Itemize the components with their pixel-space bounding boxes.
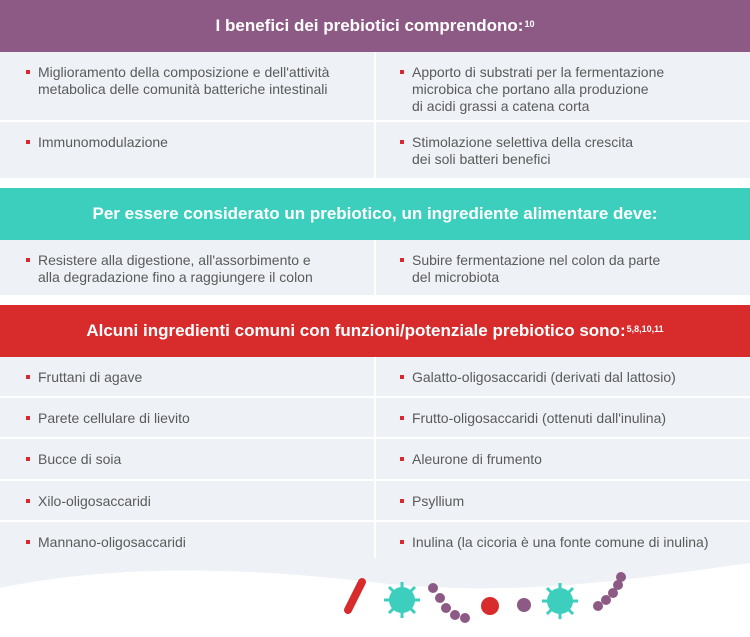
bullet: [26, 70, 30, 74]
item-text: Subire fermentazione nel colon da parte: [412, 252, 661, 268]
row: Parete cellulare di lievito Frutto-oligos…: [0, 398, 750, 439]
bullet: [26, 540, 30, 544]
row: Immunomodulazione Stimolazione selettiva …: [0, 122, 750, 180]
bullet: [400, 499, 404, 503]
item-text: Bucce di soia: [38, 451, 122, 467]
item-text: alla degradazione fino a raggiungere il …: [38, 269, 313, 285]
item-text: Aleurone di frumento: [412, 451, 542, 467]
row: Xilo-oligosaccaridi Psyllium: [0, 481, 750, 522]
section-header: Alcuni ingredienti comuni con funzioni/p…: [0, 305, 750, 357]
row: Resistere alla digestione, all'assorbime…: [0, 240, 750, 297]
reference: 10: [524, 19, 535, 29]
section: I benefici dei prebiotici comprendono: 10…: [0, 0, 750, 180]
item-text: Fruttani di agave: [38, 369, 143, 385]
list-item: Psyllium: [376, 481, 750, 520]
row: Miglioramento della composizione e dell'…: [0, 52, 750, 122]
spacer: [0, 180, 750, 188]
section: Per essere considerato un prebiotico, un…: [0, 188, 750, 297]
item-text: Apporto di substrati per la fermentazion…: [412, 64, 665, 80]
item-text: Mannano-oligosaccaridi: [38, 534, 186, 550]
section-header: I benefici dei prebiotici comprendono: 10: [0, 0, 750, 52]
item-text: Parete cellulare di lievito: [38, 410, 190, 426]
row: Mannano-oligosaccaridi Inulina (la cicori…: [0, 522, 750, 562]
decoration: [0, 558, 750, 637]
item-text: metabolica delle comunità batteriche int…: [38, 81, 328, 97]
section: Alcuni ingredienti comuni con funzioni/p…: [0, 305, 750, 562]
item-text: Stimolazione selettiva della crescita: [412, 134, 633, 150]
item-text: Galatto-oligosaccaridi (derivati dal lat…: [412, 369, 676, 385]
list-item: Immunomodulazione: [0, 122, 374, 178]
bullet: [26, 375, 30, 379]
bullet: [26, 416, 30, 420]
item-text: Inulina (la cicoria è una fonte comune d…: [412, 534, 709, 550]
list-item: Parete cellulare di lievito: [0, 398, 374, 437]
list-item: Subire fermentazione nel colon da parte d…: [376, 240, 750, 295]
item-text: microbica che portano alla produzione: [412, 81, 649, 97]
list-item: Resistere alla digestione, all'assorbime…: [0, 240, 374, 295]
list-item: Apporto di substrati per la fermentazion…: [376, 52, 750, 120]
item-text: dei soli batteri benefici: [412, 151, 551, 167]
reference: 5,8,10,11: [626, 324, 664, 334]
section-title: I benefici dei prebiotici comprendono:: [215, 16, 524, 35]
row: Bucce di soia Aleurone di frumento: [0, 439, 750, 481]
list-item: Mannano-oligosaccaridi: [0, 522, 374, 560]
section-title: Per essere considerato un prebiotico, un…: [92, 204, 658, 223]
bullet: [400, 416, 404, 420]
spacer: [0, 297, 750, 305]
bullet: [400, 140, 404, 144]
item-text: Miglioramento della composizione e dell'…: [38, 64, 330, 80]
row: Fruttani di agave Galatto-oligosaccaridi …: [0, 357, 750, 398]
item-text: del microbiota: [412, 269, 500, 285]
list-item: Inulina (la cicoria è una fonte comune d…: [376, 522, 750, 560]
list-item: Aleurone di frumento: [376, 439, 750, 479]
section-title: Alcuni ingredienti comuni con funzioni/p…: [86, 321, 626, 340]
bullet: [400, 540, 404, 544]
bullet: [400, 258, 404, 262]
item-text: Frutto-oligosaccaridi (ottenuti dall'inu…: [412, 410, 667, 426]
list-item: Fruttani di agave: [0, 357, 374, 396]
bullet: [26, 258, 30, 262]
list-item: Bucce di soia: [0, 439, 374, 479]
list-item: Frutto-oligosaccaridi (ottenuti dall'inu…: [376, 398, 750, 437]
item-text: Psyllium: [412, 493, 465, 509]
list-item: Miglioramento della composizione e dell'…: [0, 52, 374, 120]
item-text: Xilo-oligosaccaridi: [38, 493, 151, 509]
section-header: Per essere considerato un prebiotico, un…: [0, 188, 750, 240]
bullet: [400, 70, 404, 74]
item-text: di acidi grassi a catena corta: [412, 98, 590, 114]
bullet: [26, 140, 30, 144]
list-item: Stimolazione selettiva della crescita dei…: [376, 122, 750, 178]
list-item: Xilo-oligosaccaridi: [0, 481, 374, 520]
bullet: [26, 457, 30, 461]
content: I benefici dei prebiotici comprendono: 10…: [0, 0, 750, 562]
list-item: Galatto-oligosaccaridi (derivati dal lat…: [376, 357, 750, 396]
item-text: Immunomodulazione: [38, 134, 168, 150]
bullet: [400, 457, 404, 461]
bullet: [400, 375, 404, 379]
item-text: Resistere alla digestione, all'assorbime…: [38, 252, 311, 268]
bullet: [26, 499, 30, 503]
